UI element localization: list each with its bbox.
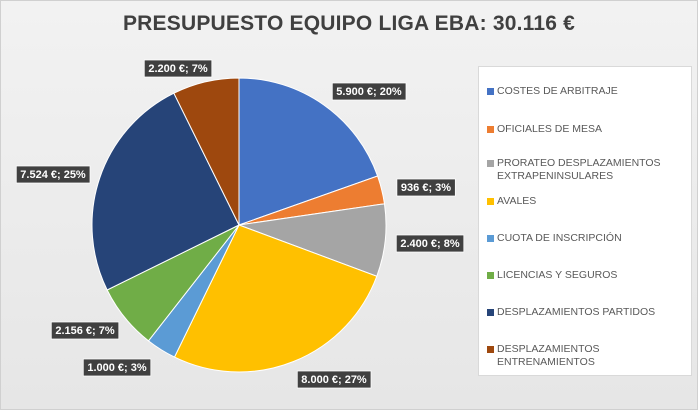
legend: COSTES DE ARBITRAJE OFICIALES DE MESA PROR… (478, 66, 692, 376)
legend-swatch (487, 198, 494, 205)
chart-title: PRESUPUESTO EQUIPO LIGA EBA: 30.116 € (122, 12, 576, 35)
legend-swatch (487, 88, 494, 95)
legend-label: CUOTA DE INSCRIPCIÓN (497, 232, 622, 244)
svg-text:936 €; 3%: 936 €; 3% (401, 182, 451, 194)
svg-text:5.900 €; 20%: 5.900 €; 20% (336, 86, 402, 98)
legend-label: OFICIALES DE MESA (497, 123, 603, 135)
legend-item-8: DESPLAZAMIENTOS ENTRENAMIENTOS (487, 343, 687, 369)
legend-swatch (487, 160, 494, 167)
svg-text:8.000 €; 27%: 8.000 €; 27% (301, 374, 367, 386)
pie-slice-7 (91, 92, 240, 291)
legend-item-6: LICENCIAS Y SEGUROS (487, 269, 687, 282)
legend-label: AVALES (497, 195, 537, 207)
legend-item-7: DESPLAZAMIENTOS PARTIDOS (487, 306, 687, 319)
svg-text:7.524 €; 25%: 7.524 €; 25% (20, 169, 86, 181)
legend-swatch (487, 309, 494, 316)
svg-text:2.400 €; 8%: 2.400 €; 8% (400, 238, 460, 250)
legend-label: COSTES DE ARBITRAJE (497, 85, 618, 97)
legend-item-5: CUOTA DE INSCRIPCIÓN (487, 232, 687, 245)
pie-slice-8 (173, 77, 240, 226)
svg-text:1.000 €; 3%: 1.000 €; 3% (87, 362, 147, 374)
legend-item-4: AVALES (487, 195, 687, 208)
legend-swatch (487, 346, 494, 353)
legend-item-2: OFICIALES DE MESA (487, 123, 687, 136)
pie-slice-4 (173, 224, 378, 373)
legend-swatch (487, 235, 494, 242)
data-label-3: 2.400 €; 8% (395, 234, 465, 253)
svg-text:2.200 €; 7%: 2.200 €; 7% (148, 63, 208, 75)
legend-item-3: PRORATEO DESPLAZAMIENTOS EXTRAPENINSULAR… (487, 157, 687, 183)
pie-slice-1 (238, 77, 379, 226)
legend-swatch (487, 272, 494, 279)
legend-label: PRORATEO DESPLAZAMIENTOS EXTRAPENINSULAR… (497, 157, 661, 182)
legend-swatch (487, 126, 494, 133)
data-label-7: 7.524 €; 25% (15, 165, 91, 184)
data-label-4: 8.000 €; 27% (296, 370, 372, 389)
legend-item-1: COSTES DE ARBITRAJE (487, 85, 687, 98)
data-label-6: 2.156 €; 7% (50, 321, 120, 340)
data-label-1: 5.900 €; 20% (331, 82, 407, 101)
data-label-2: 936 €; 3% (396, 178, 456, 197)
data-label-5: 1.000 €; 3% (82, 358, 152, 377)
legend-label: DESPLAZAMIENTOS PARTIDOS (497, 306, 656, 318)
legend-label: LICENCIAS Y SEGUROS (497, 269, 618, 281)
legend-label: DESPLAZAMIENTOS ENTRENAMIENTOS (497, 343, 600, 368)
svg-text:2.156 €; 7%: 2.156 €; 7% (55, 325, 115, 337)
data-label-8: 2.200 €; 7% (143, 59, 213, 78)
